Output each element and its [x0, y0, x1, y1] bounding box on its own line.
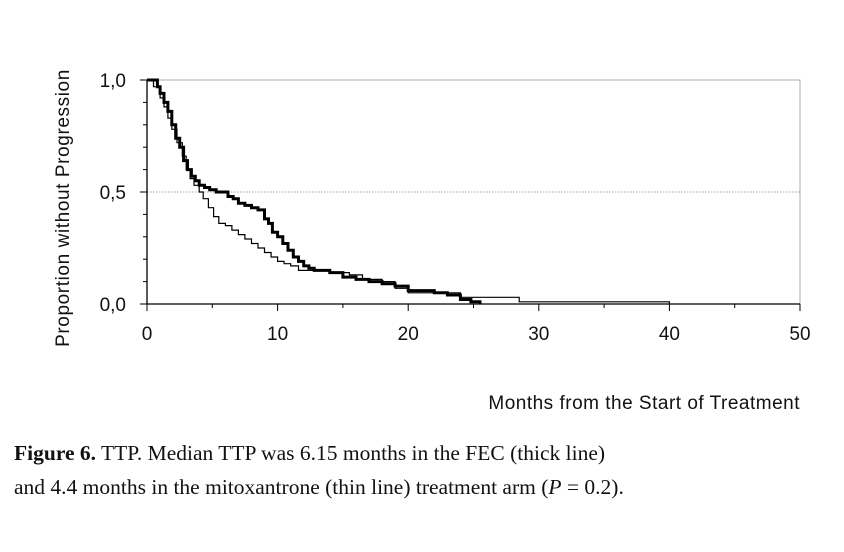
x-tick-labels: 0 10 20 30 40 50: [142, 324, 811, 345]
caption-text-2: and 4.4 months in the mitoxantrone (thin…: [14, 475, 549, 499]
x-tick-label: 50: [789, 324, 810, 345]
x-tick-label: 20: [398, 324, 419, 345]
y-tick-label: 1,0: [100, 71, 126, 92]
figure-caption: Figure 6. TTP. Median TTP was 6.15 month…: [14, 436, 834, 504]
x-tick-label: 10: [267, 324, 288, 345]
axis-ticks: [140, 79, 801, 311]
caption-p-symbol: P: [548, 475, 562, 499]
y-tick-labels: 0,0 0,5 1,0: [100, 71, 126, 316]
x-axis-label: Months from the Start of Treatment: [488, 393, 800, 414]
caption-text-3: = 0.2).: [561, 475, 624, 499]
caption-line-1: Figure 6. TTP. Median TTP was 6.15 month…: [14, 436, 834, 470]
caption-text-1: TTP. Median TTP was 6.15 months in the F…: [96, 441, 606, 465]
x-tick-label: 0: [142, 324, 153, 345]
caption-label: Figure 6.: [14, 441, 97, 465]
x-tick-label: 40: [659, 324, 680, 345]
x-tick-label: 30: [528, 324, 549, 345]
chart: 0 10 20 30 40 50 0,0 0,5 1,0 Proportion without…: [53, 69, 811, 414]
series-thick-line: [147, 78, 482, 304]
caption-line-2: and 4.4 months in the mitoxantrone (thin…: [14, 470, 834, 504]
y-axis-label: Proportion without Progression: [53, 69, 74, 347]
y-tick-label: 0,0: [100, 295, 126, 316]
y-tick-label: 0,5: [100, 183, 126, 204]
